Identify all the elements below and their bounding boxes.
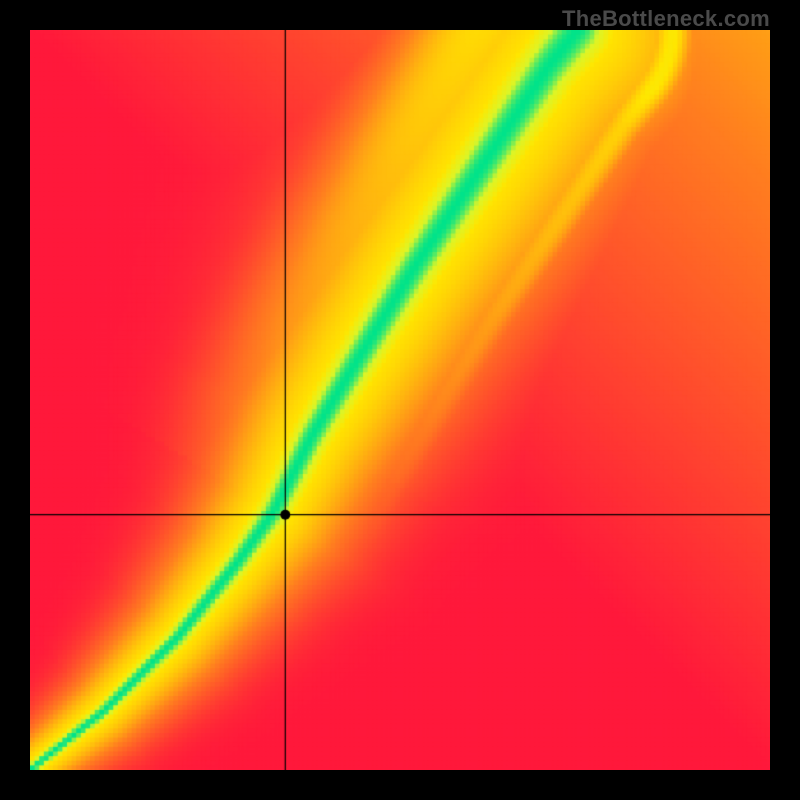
chart-container: TheBottleneck.com: [0, 0, 800, 800]
watermark-text: TheBottleneck.com: [562, 6, 770, 32]
bottleneck-heatmap: [30, 30, 770, 770]
